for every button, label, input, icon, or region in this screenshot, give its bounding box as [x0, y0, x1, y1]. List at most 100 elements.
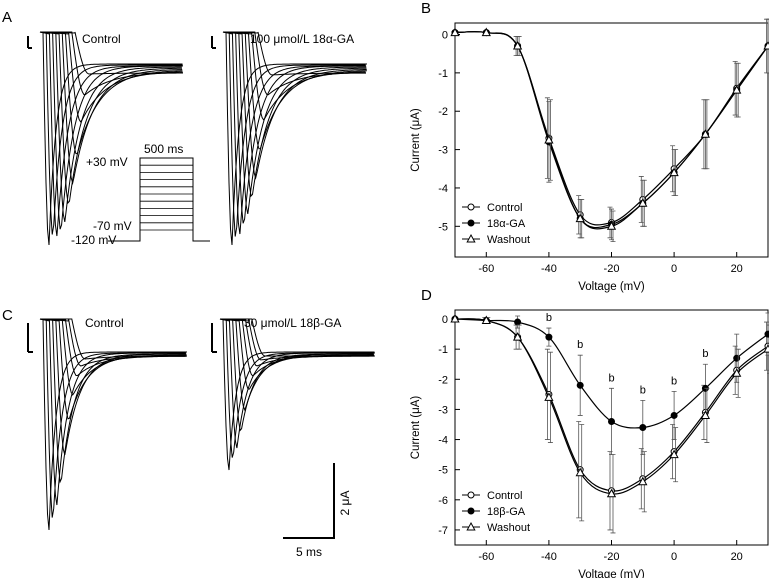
panel-c-drug-traces	[219, 318, 375, 471]
error-bar	[767, 324, 769, 374]
x-axis-title: Voltage (mV)	[578, 281, 645, 293]
x-tick-label: 0	[671, 551, 677, 563]
data-point	[544, 134, 554, 144]
x-tick-label: -40	[541, 551, 557, 563]
y-tick-label: -5	[438, 465, 448, 477]
data-point	[544, 392, 554, 401]
series-line	[454, 31, 769, 229]
data-point	[512, 40, 523, 50]
legend-label: Washout	[487, 234, 530, 246]
data-point	[700, 129, 711, 138]
series-line	[454, 31, 769, 230]
x-tick-label: -20	[604, 551, 620, 563]
x-tick-label: 20	[731, 551, 743, 563]
data-point	[764, 330, 769, 338]
current-trace	[219, 318, 374, 412]
current-trace	[222, 31, 367, 214]
current-trace	[223, 31, 367, 246]
y-tick-label: -3	[438, 145, 448, 157]
current-trace	[40, 318, 186, 360]
legend-item: Control	[462, 202, 522, 214]
current-trace	[39, 318, 186, 506]
data-point	[669, 167, 679, 177]
data-point	[638, 476, 648, 486]
current-trace	[39, 318, 187, 456]
data-point	[575, 213, 585, 223]
data-point	[545, 333, 553, 341]
data-point	[466, 233, 476, 243]
x-tick-label: -60	[478, 551, 494, 563]
y-tick-label: -5	[438, 221, 448, 233]
current-trace	[223, 31, 367, 180]
data-point	[669, 449, 679, 459]
panel-c-scalebar	[27, 323, 217, 353]
data-point	[467, 491, 475, 499]
voltage-protocol: 500 ms +30 mV -70 mV -120 mV	[71, 142, 210, 247]
panel-b-iv-plot: B -60 -40 -20 0 20 0 -1 -2 -3 -4 -5 Voltage (mV) Curr…	[410, 0, 769, 293]
y-tick-label: -3	[438, 404, 448, 416]
panel-letter-d: D	[421, 287, 432, 304]
data-point	[606, 488, 617, 498]
data-point	[732, 85, 742, 94]
current-trace	[219, 318, 375, 449]
legend: Control 18β-GA Washout	[462, 490, 530, 534]
legend-label: Control	[487, 490, 522, 502]
y-tick-label: -2	[438, 106, 448, 118]
current-trace	[40, 318, 187, 531]
current-trace	[40, 31, 182, 230]
data-point	[700, 410, 711, 419]
scale-bar-current-label: 2 μA	[338, 491, 352, 516]
current-trace	[222, 31, 366, 76]
panel-c: C Control 30 μmol/L 18β-GA 2 μA 5 ms	[2, 307, 375, 559]
data-point	[608, 417, 615, 425]
series-line	[454, 31, 769, 226]
panel-c-control-traces	[39, 318, 187, 531]
x-tick-label: 20	[731, 263, 743, 275]
data-point	[467, 219, 475, 227]
panel-d-iv-plot: D -60 -40 -20 0 20 0 -1 -2 -3 -4 -5 -6 -7 Voltage (mV)…	[410, 287, 769, 578]
current-trace	[220, 318, 375, 357]
y-tick-label: -4	[438, 183, 448, 195]
legend-item: 18α-GA	[462, 218, 526, 230]
data-point	[575, 467, 585, 477]
panel-a-scalebar	[27, 36, 216, 49]
panel-a-drug-label: 100 μmol/L 18α-GA	[250, 32, 354, 46]
current-trace	[40, 318, 187, 484]
significance-label: b	[671, 375, 677, 387]
scale-bar-time-label: 5 ms	[296, 545, 322, 559]
legend-label: Washout	[487, 522, 530, 534]
panel-letter-b: B	[421, 0, 431, 17]
significance-label: b	[577, 339, 583, 351]
x-tick-label: -60	[478, 263, 494, 275]
series-2	[450, 313, 769, 534]
current-trace	[220, 318, 374, 432]
panel-a: A Control 100 μmol/L 18α-GA 500 ms +30 m…	[2, 9, 367, 247]
legend-item: Washout	[462, 233, 530, 246]
panel-a-control-label: Control	[82, 32, 121, 46]
current-trace	[39, 31, 183, 155]
panel-letter-a: A	[2, 9, 12, 26]
protocol-bottom-voltage-label: -70 mV	[93, 219, 132, 233]
current-trace	[219, 318, 375, 458]
legend-item: Washout	[462, 521, 530, 534]
data-point	[732, 368, 742, 377]
data-point	[512, 332, 523, 341]
y-tick-label: -1	[438, 68, 448, 80]
data-point	[763, 344, 769, 353]
significance-label: b	[640, 384, 646, 396]
current-trace	[222, 31, 367, 198]
data-point	[763, 40, 769, 50]
current-trace	[39, 31, 183, 75]
y-tick-label: -1	[438, 344, 448, 356]
y-tick-label: 0	[442, 30, 448, 42]
data-point	[466, 521, 476, 531]
data-point	[606, 221, 617, 230]
series-2	[450, 18, 769, 243]
current-trace	[223, 31, 367, 224]
current-trace	[39, 31, 182, 222]
x-tick-label: -40	[541, 263, 557, 275]
protocol-top-voltage-label: +30 mV	[86, 155, 128, 169]
current-trace	[39, 31, 182, 205]
protocol-holding-voltage-label: -120 mV	[71, 233, 116, 247]
